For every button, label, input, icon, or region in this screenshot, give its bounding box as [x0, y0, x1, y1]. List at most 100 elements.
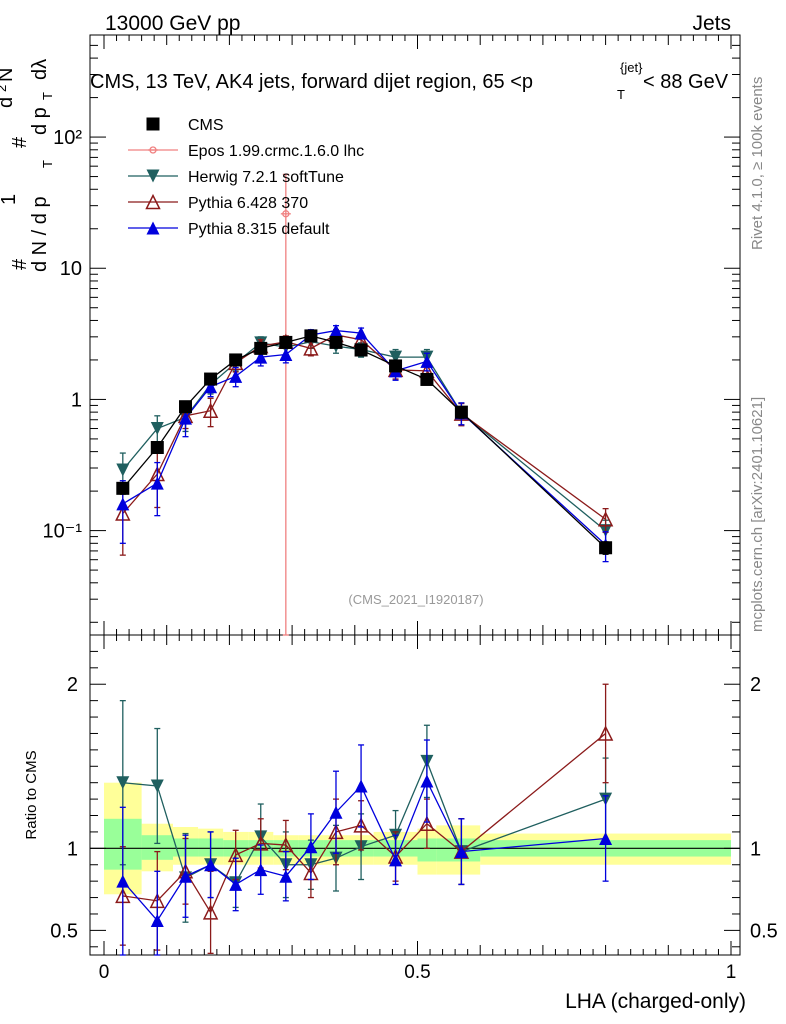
data-point [454, 845, 468, 859]
data-point [204, 372, 218, 386]
y-tick-label: 10 [60, 258, 82, 280]
data-point [389, 359, 403, 373]
data-point [116, 776, 130, 790]
data-point [204, 858, 218, 872]
ratio-y-tick-label: 0.5 [50, 920, 78, 942]
y-tick-label: 10² [53, 127, 82, 149]
plot-title-superscript: {jet} [620, 60, 643, 75]
header-jets-label: Jets [692, 12, 731, 35]
data-point [179, 411, 193, 425]
y-tick-label: 10⁻¹ [43, 521, 83, 543]
series-cms [116, 329, 613, 555]
data-point [304, 840, 318, 854]
ratio-y-tick-label-right: 2 [750, 674, 761, 696]
y-tick-label: 1 [71, 389, 82, 411]
series-pythia-8-315-default [116, 324, 613, 563]
data-point [202, 904, 219, 920]
data-point [303, 340, 319, 356]
analysis-id-label: (CMS_2021_I1920187) [348, 592, 483, 607]
data-point [229, 353, 243, 367]
legend-label: Pythia 6.428 370 [188, 195, 308, 212]
y-label-den2: d p [29, 107, 51, 135]
legend-label: Pythia 8.315 default [188, 221, 330, 238]
ratio-series-group [115, 683, 614, 956]
legend-marker [145, 193, 161, 210]
data-point [597, 511, 614, 527]
data-point [254, 350, 268, 364]
data-point [150, 779, 164, 793]
y-label-hash2: # [9, 136, 31, 148]
data-point [329, 324, 343, 338]
series-line-cms [122, 335, 607, 549]
data-point [454, 405, 468, 419]
x-tick-label: 0.5 [404, 962, 430, 983]
plot-title: CMS, 13 TeV, AK4 jets, forward dijet reg… [90, 71, 533, 93]
x-axis-label: LHA (charged-only) [565, 990, 746, 1013]
ratio-axis-ticks: 0 0.5 1 0.5 0.5 1 1 2 2 [50, 621, 778, 983]
data-point [116, 463, 130, 477]
source-label: mcplots.cern.ch [arXiv:2401.10621] [749, 397, 766, 632]
data-point [204, 380, 218, 394]
data-point [599, 541, 613, 555]
data-point [279, 348, 293, 362]
series-epos-1-99-crmc-1-6-0-lhc [280, 173, 291, 636]
data-point [304, 329, 318, 343]
data-point [354, 343, 368, 357]
data-point [116, 481, 130, 495]
plot-title-main: CMS, 13 TeV, AK4 jets, forward dijet reg… [90, 71, 533, 93]
y-label-den2-end: dλ [29, 59, 51, 80]
legend-marker [146, 169, 160, 183]
data-point [279, 335, 293, 349]
legend-label: Epos 1.99.crmc.1.6.0 lhc [188, 143, 364, 160]
series-herwig-7-2-1-softtune [116, 699, 613, 923]
data-point [354, 779, 368, 793]
legend-label: Herwig 7.2.1 softTune [188, 169, 344, 186]
ratio-y-tick-label-right: 1 [750, 838, 761, 860]
plot-title-end: < 88 GeV [643, 71, 729, 93]
ratio-y-tick-label: 2 [67, 674, 78, 696]
ratio-y-tick-label: 1 [67, 838, 78, 860]
data-point [389, 853, 403, 867]
data-point [354, 326, 368, 340]
data-point [329, 805, 343, 819]
y-label-num: d [0, 97, 17, 108]
y-label-num-end: N [0, 68, 17, 82]
data-point [254, 863, 268, 877]
ratio-y-axis-label: Ratio to CMS [23, 750, 40, 839]
data-point [329, 335, 343, 349]
series-pythia-6-428-370 [115, 683, 614, 955]
data-point [419, 815, 435, 831]
legend: CMS Epos 1.99.crmc.1.6.0 lhc Herwig 7.2.1 … [128, 117, 364, 238]
data-point [229, 877, 243, 891]
data-point [599, 831, 613, 845]
data-point [420, 354, 434, 368]
data-point [420, 372, 434, 386]
plot-title-subscript: T [617, 87, 625, 102]
series-line-pythia-6-428-370 [122, 334, 606, 520]
data-point [353, 817, 369, 833]
y-label-den: d N / d p [29, 196, 51, 272]
header-energy-label: 13000 GeV pp [105, 12, 240, 35]
series-pythia-6-428-370 [115, 326, 614, 556]
legend-marker [146, 117, 160, 131]
series-line-pythia-6-428-370 [122, 732, 607, 914]
legend-marker [146, 221, 160, 235]
x-tick-label: 1 [726, 962, 737, 983]
x-tick-label: 0 [99, 962, 110, 983]
data-point [150, 914, 164, 928]
series-line-pythia-8-315-default [122, 329, 607, 546]
data-point [420, 774, 434, 788]
ratio-band-green [417, 838, 437, 862]
y-label-hash1: # [9, 258, 31, 270]
data-point [389, 350, 403, 364]
y-label-num-sup: 2 [0, 85, 9, 92]
rivet-version-label: Rivet 4.1.0, ≥ 100k events [749, 77, 766, 250]
legend-label: CMS [188, 117, 224, 134]
series-line-pythia-8-315-default [122, 779, 606, 922]
data-point [254, 341, 268, 355]
data-point [116, 874, 130, 888]
data-point [179, 869, 193, 883]
series-herwig-7-2-1-softtune [116, 335, 613, 544]
main-series-group [115, 173, 614, 636]
